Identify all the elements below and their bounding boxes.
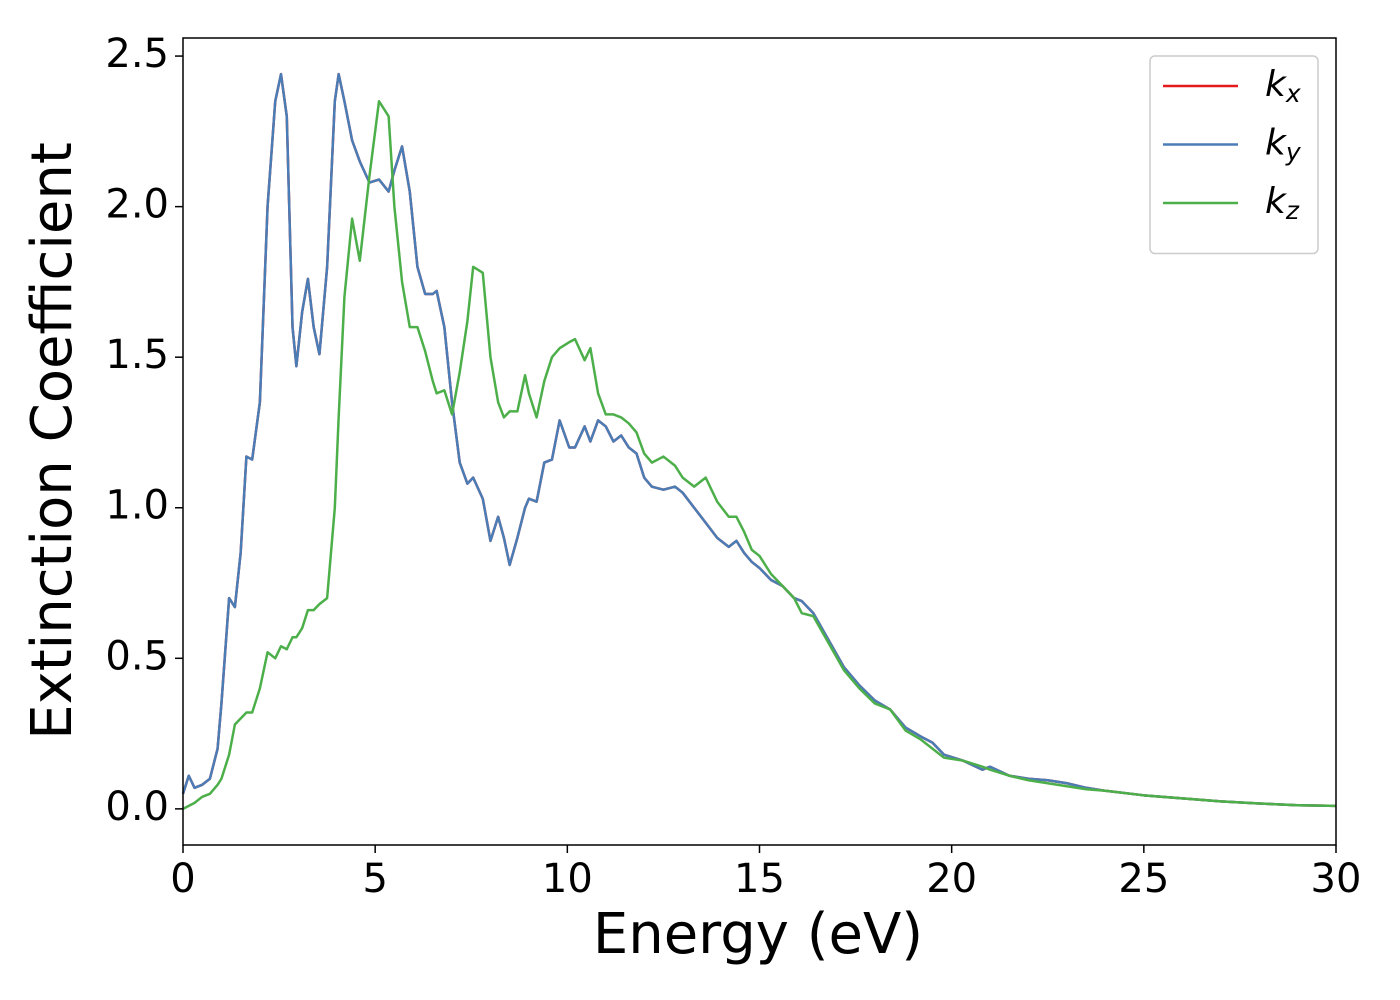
y-axis-label: Extinction Coefficient: [20, 142, 85, 740]
y-tick-label: 1.0: [105, 483, 169, 529]
legend-label: kx: [1265, 64, 1301, 108]
y-tick-label: 0.5: [105, 633, 169, 679]
x-tick-label: 30: [1311, 856, 1362, 902]
legend-label: ky: [1265, 123, 1302, 167]
y-tick-label: 0.0: [105, 784, 169, 830]
y-tick-label: 2.5: [105, 31, 169, 77]
x-tick-label: 0: [170, 856, 195, 902]
y-tick-label: 1.5: [105, 332, 169, 378]
series-line: [182, 99, 1337, 810]
x-tick-label: 20: [926, 856, 977, 902]
x-tick-label: 15: [734, 856, 785, 902]
x-tick-label: 25: [1118, 856, 1169, 902]
x-tick-label: 10: [542, 856, 593, 902]
plot-frame: [182, 37, 1337, 846]
y-tick-label: 2.0: [105, 182, 169, 228]
series-line: [181, 72, 1337, 808]
x-tick-label: 5: [362, 856, 387, 902]
legend-label: kz: [1265, 181, 1300, 225]
x-axis-label: Energy (eV): [593, 902, 923, 967]
